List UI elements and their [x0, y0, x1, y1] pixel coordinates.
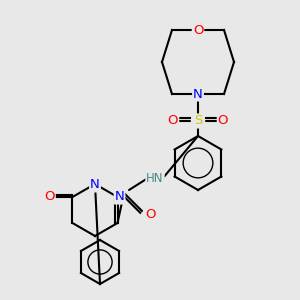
Text: O: O: [44, 190, 55, 203]
Text: N: N: [90, 178, 100, 191]
Text: N: N: [115, 190, 124, 203]
Text: O: O: [168, 115, 178, 128]
Text: O: O: [218, 115, 228, 128]
Text: O: O: [193, 23, 203, 37]
Text: HN: HN: [146, 172, 164, 184]
Text: N: N: [193, 88, 203, 100]
Text: O: O: [145, 208, 155, 220]
Text: S: S: [194, 115, 202, 128]
